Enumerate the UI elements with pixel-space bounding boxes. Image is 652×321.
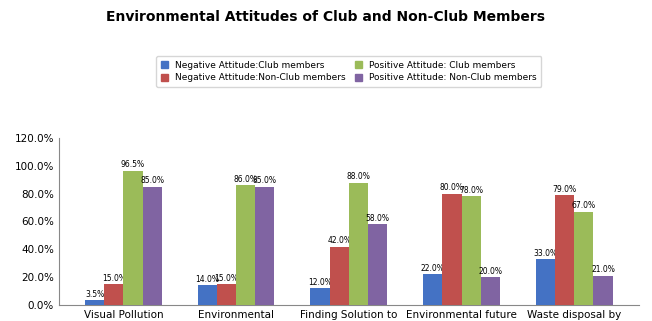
Bar xyxy=(310,288,330,305)
Text: 33.0%: 33.0% xyxy=(533,249,557,258)
Text: 88.0%: 88.0% xyxy=(346,172,370,181)
Text: 15.0%: 15.0% xyxy=(215,274,239,283)
Bar xyxy=(593,276,613,305)
Text: 12.0%: 12.0% xyxy=(308,278,332,287)
Bar xyxy=(368,224,387,305)
Legend: Negative Attitude:Club members, Negative Attitude:Non-Club members, Positive Att: Negative Attitude:Club members, Negative… xyxy=(156,56,541,87)
Text: Environmental Attitudes of Club and Non-Club Members: Environmental Attitudes of Club and Non-… xyxy=(106,10,546,24)
Text: 86.0%: 86.0% xyxy=(233,175,258,184)
Text: 22.0%: 22.0% xyxy=(421,264,445,273)
Text: 20.0%: 20.0% xyxy=(479,267,502,276)
Text: 96.5%: 96.5% xyxy=(121,160,145,169)
Bar xyxy=(423,274,442,305)
Bar xyxy=(256,187,274,305)
Bar xyxy=(555,195,574,305)
Bar xyxy=(143,187,162,305)
Text: 15.0%: 15.0% xyxy=(102,274,126,283)
Text: 85.0%: 85.0% xyxy=(253,176,277,185)
Text: 3.5%: 3.5% xyxy=(85,290,104,299)
Bar xyxy=(217,284,236,305)
Text: 79.0%: 79.0% xyxy=(553,185,577,194)
Bar xyxy=(330,247,349,305)
Text: 78.0%: 78.0% xyxy=(459,186,483,195)
Bar xyxy=(462,196,481,305)
Text: 67.0%: 67.0% xyxy=(572,201,596,210)
Text: 58.0%: 58.0% xyxy=(366,214,389,223)
Bar xyxy=(574,212,593,305)
Text: 85.0%: 85.0% xyxy=(140,176,164,185)
Text: 21.0%: 21.0% xyxy=(591,265,615,274)
Bar xyxy=(481,277,500,305)
Bar xyxy=(85,300,104,305)
Bar xyxy=(104,284,123,305)
Text: 14.0%: 14.0% xyxy=(196,275,219,284)
Text: 80.0%: 80.0% xyxy=(440,183,464,192)
Bar xyxy=(236,185,256,305)
Text: 42.0%: 42.0% xyxy=(327,236,351,245)
Bar xyxy=(123,171,143,305)
Bar xyxy=(442,194,462,305)
Bar xyxy=(536,259,555,305)
Bar xyxy=(198,285,217,305)
Bar xyxy=(349,183,368,305)
